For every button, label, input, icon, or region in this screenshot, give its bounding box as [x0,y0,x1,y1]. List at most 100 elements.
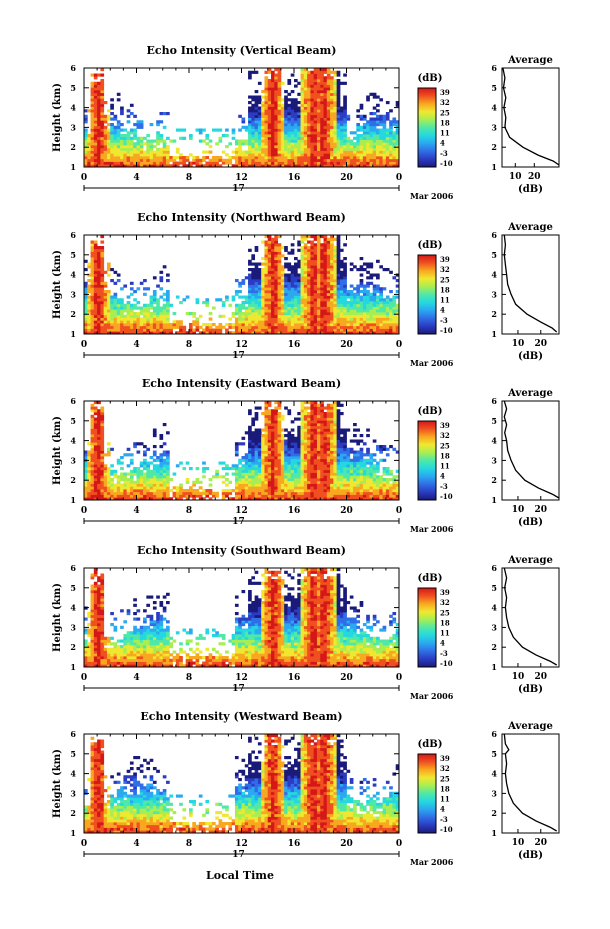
colorbar-tick-label: 18 [440,784,450,793]
profile-y-tick-label: 3 [491,289,497,299]
day-label: 17 [232,850,245,860]
profile-frame [501,234,560,335]
panel-title: Echo Intensity (Southward Beam) [137,544,346,557]
panel-2: Echo Intensity (Northward Beam)0 4 8 12 16 20… [52,211,560,368]
y-tick-label: 2 [70,642,76,652]
y-tick-label: 4 [70,603,76,613]
colorbar-tick-label: 39 [440,421,450,430]
day-label: 17 [232,184,245,194]
colorbar [417,420,437,501]
profile-title: Average [507,555,553,566]
profile-frame [501,400,560,501]
y-tick-label: 4 [70,769,76,779]
colorbar-tick-label: 18 [440,118,450,127]
x-tick-label: 12 [235,839,248,849]
y-tick-label: 1 [70,162,76,172]
profile-y-tick-label: 3 [491,122,497,132]
profile-frame [501,733,560,834]
x-tick-label: 16 [288,839,301,849]
colorbar-unit: (dB) [418,573,443,584]
profile-frame [501,567,560,668]
colorbar-tick-label: 32 [440,764,450,773]
date-label: Mar 2006 [410,191,454,201]
colorbar-tick-label: 25 [440,608,450,617]
day-label: 17 [232,684,245,694]
x-tick-label: 12 [235,506,248,516]
colorbar-tick-label: 39 [440,88,450,97]
profile-y-tick-label: 6 [491,63,497,73]
colorbar-tick-label: 18 [440,618,450,627]
profile-line [503,733,558,832]
y-tick-label: 3 [70,122,76,132]
profile-line [502,67,560,166]
colorbar-tick-label: 11 [440,129,450,138]
profile-title: Average [507,55,553,66]
y-tick-label: 2 [70,808,76,818]
y-tick-label: 3 [70,455,76,465]
profile-y-tick-label: 5 [491,749,497,759]
y-tick-label: 6 [70,396,76,406]
profile-y-tick-label: 4 [491,436,497,446]
y-axis-label: Height (km) [52,583,63,652]
profile-y-tick-label: 4 [491,603,497,613]
profile-x-tick-label: 10 [512,505,525,515]
colorbar-tick-label: 39 [440,588,450,597]
x-tick-label: 20 [340,340,353,350]
x-tick-label: 20 [340,506,353,516]
y-tick-label: 1 [70,329,76,339]
panel-title: Echo Intensity (Vertical Beam) [146,44,336,57]
colorbar-tick-label: 25 [440,275,450,284]
y-tick-label: 3 [70,289,76,299]
x-tick-label: 4 [133,506,139,516]
x-tick-label: 4 [133,340,139,350]
y-tick-label: 2 [70,475,76,485]
colorbar-unit: (dB) [418,240,443,251]
colorbar-tick-label: 4 [440,139,445,148]
panel-1: Echo Intensity (Vertical Beam)0 4 8 12 16 20 0… [52,44,560,201]
x-tick-label: 16 [288,673,301,683]
profile-x-tick-label: 20 [534,505,547,515]
profile-y-tick-label: 1 [491,162,497,172]
x-tick-label: 0 [81,839,87,849]
colorbar-tick-label: 32 [440,265,450,274]
colorbar-tick-label: -3 [440,482,448,491]
profile-x-tick-label: 10 [512,672,525,682]
colorbar-unit: (dB) [418,406,443,417]
colorbar-tick-label: 32 [440,431,450,440]
x-tick-label: 8 [186,173,192,183]
colorbar [417,753,437,834]
profile-line [503,234,558,333]
date-label: Mar 2006 [410,857,454,867]
profile-y-tick-label: 4 [491,769,497,779]
y-tick-label: 5 [70,749,76,759]
colorbar-tick-label: 4 [440,805,445,814]
profile-y-tick-label: 5 [491,583,497,593]
x-tick-label: 0 [81,673,87,683]
colorbar-tick-label: -3 [440,649,448,658]
colorbar-tick-label: 25 [440,441,450,450]
colorbar-tick-label: 4 [440,306,445,315]
x-tick-label: 4 [133,673,139,683]
colorbar-tick-label: 25 [440,774,450,783]
panel-5: Echo Intensity (Westward Beam)0 4 8 12 16 20 0… [52,710,560,867]
colorbar-tick-label: 32 [440,98,450,107]
profile-line [503,567,558,666]
y-tick-label: 6 [70,729,76,739]
y-tick-label: 1 [70,495,76,505]
profile-y-tick-label: 6 [491,729,497,739]
colorbar-tick-label: 32 [440,598,450,607]
colorbar-tick-label: 11 [440,795,450,804]
colorbar [417,254,437,335]
x-tick-label: 0 [396,340,402,350]
colorbar-tick-label: -3 [440,316,448,325]
heatmap-field [84,68,400,168]
y-tick-label: 5 [70,83,76,93]
colorbar-tick-label: -10 [440,326,453,335]
colorbar-tick-label: 39 [440,754,450,763]
x-tick-label: 20 [340,173,353,183]
x-tick-label: 8 [186,673,192,683]
x-tick-label: 12 [235,340,248,350]
panel-3: Echo Intensity (Eastward Beam)0 4 8 12 16 20 0… [52,377,560,534]
y-tick-label: 3 [70,788,76,798]
y-tick-label: 4 [70,436,76,446]
